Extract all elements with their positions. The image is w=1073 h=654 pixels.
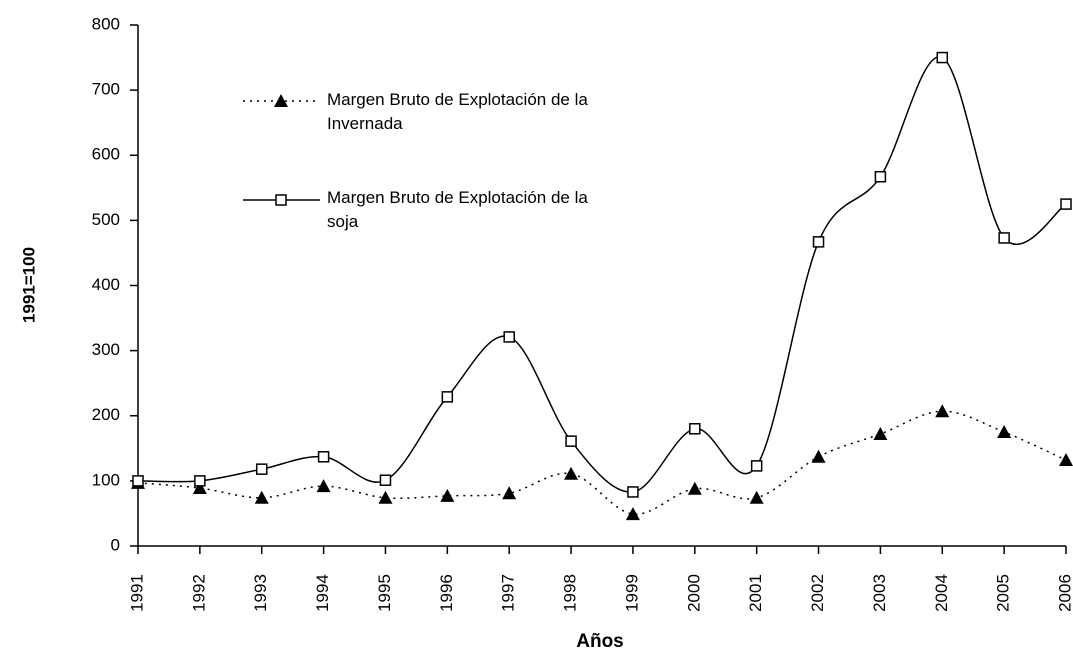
legend-marker — [274, 94, 288, 107]
marker — [811, 449, 826, 463]
legend-marker — [275, 194, 287, 206]
marker — [812, 236, 825, 248]
marker — [132, 475, 144, 487]
y-tick-label: 200 — [92, 405, 120, 424]
x-tick-label: 2000 — [684, 574, 703, 612]
marker — [625, 507, 640, 521]
y-tick-label: 400 — [92, 275, 120, 294]
marker — [873, 426, 888, 440]
x-tick-label: 2003 — [870, 574, 889, 612]
marker — [936, 51, 949, 64]
marker — [440, 488, 455, 502]
x-axis-label: Años — [576, 631, 624, 652]
x-tick-label: 2002 — [808, 574, 827, 612]
x-tick-label: 1998 — [561, 574, 580, 612]
x-tick-label: 1999 — [622, 574, 641, 612]
x-tick-label: 1993 — [251, 574, 270, 612]
y-tick-label: 100 — [92, 470, 120, 489]
marker — [502, 486, 517, 500]
x-tick-label: 1994 — [313, 574, 332, 612]
marker — [874, 170, 887, 183]
marker — [192, 481, 207, 495]
marker — [997, 425, 1012, 439]
x-tick-label: 1995 — [375, 574, 394, 612]
x-tick-label: 2005 — [994, 574, 1013, 612]
x-tick-label: 1997 — [499, 574, 518, 612]
marker — [254, 490, 269, 504]
y-tick-label: 0 — [111, 535, 120, 554]
marker — [1060, 198, 1072, 210]
y-tick-label: 700 — [92, 80, 120, 99]
series-line — [137, 410, 1067, 515]
y-axis-label: 1991=100 — [19, 247, 38, 323]
x-tick-label: 2006 — [1055, 574, 1073, 612]
marker — [378, 490, 393, 504]
x-tick-label: 1991 — [127, 574, 146, 612]
marker — [627, 486, 639, 498]
marker — [689, 423, 701, 435]
marker — [503, 331, 515, 343]
marker — [687, 481, 702, 495]
y-tick-label: 800 — [92, 14, 120, 33]
y-tick-label: 300 — [92, 340, 120, 359]
marker — [317, 451, 330, 463]
series-line — [137, 56, 1067, 493]
marker — [564, 466, 579, 480]
legend-label: Margen Bruto de Explotación de la soja — [327, 188, 588, 231]
marker — [1059, 453, 1073, 467]
marker — [316, 479, 331, 493]
marker — [194, 475, 206, 487]
marker — [998, 232, 1010, 244]
marker — [750, 460, 763, 472]
y-tick-label: 600 — [92, 145, 120, 164]
marker — [441, 391, 454, 403]
marker — [935, 404, 950, 418]
marker — [379, 474, 392, 486]
legend-label: Margen Bruto de Explotación de la Invern… — [327, 90, 588, 133]
marker — [749, 490, 764, 504]
marker — [255, 463, 268, 475]
marker — [565, 435, 577, 447]
x-tick-label: 1996 — [437, 574, 456, 612]
x-tick-label: 2004 — [932, 574, 951, 612]
x-tick-label: 1992 — [189, 574, 208, 612]
y-tick-label: 500 — [92, 210, 120, 229]
x-tick-label: 2001 — [746, 574, 765, 612]
